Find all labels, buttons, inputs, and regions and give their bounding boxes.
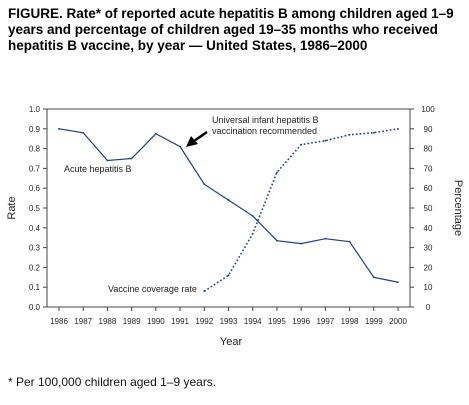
x-tick-label: 1991 xyxy=(171,317,189,326)
right-tick-label: 60 xyxy=(424,184,433,193)
right-tick-label: 30 xyxy=(424,244,433,253)
hepatitis-rate-point xyxy=(251,215,254,217)
left-axis-ticks: 0.0 0.1 0.2 0.3 0.4 0.5 0.6 0.7 0.8 0.9 1.0 xyxy=(29,105,47,312)
annotation-arrowhead xyxy=(186,136,198,147)
right-tick-label: 100 xyxy=(421,105,435,114)
series-label-vaccine: Vaccine coverage rate xyxy=(108,284,197,294)
plot-border xyxy=(46,108,411,308)
left-tick-label: 0.4 xyxy=(29,224,41,233)
hepatitis-rate-line xyxy=(58,128,399,283)
x-tick-label: 1998 xyxy=(341,317,359,326)
right-axis-label: Percentage xyxy=(452,180,464,236)
vaccine-coverage-point xyxy=(300,143,303,146)
right-tick-label: 0 xyxy=(426,303,431,312)
right-tick-label: 80 xyxy=(424,145,433,154)
x-tick-label: 1997 xyxy=(316,317,334,326)
line-chart: 0.0 0.1 0.2 0.3 0.4 0.5 0.6 0.7 0.8 0.9 1.0 0 10 20 3… xyxy=(6,105,464,348)
x-tick-label: 1993 xyxy=(220,317,238,326)
plot-frame xyxy=(46,108,411,308)
series-layer xyxy=(58,127,399,293)
right-tick-label: 90 xyxy=(424,125,433,134)
left-tick-label: 0.6 xyxy=(29,184,41,193)
hepatitis-rate-point xyxy=(179,145,181,148)
left-tick-label: 1.0 xyxy=(29,105,41,114)
left-tick-label: 0.0 xyxy=(29,303,41,312)
annotation-line-2: vaccination recommended xyxy=(212,126,317,136)
left-tick-label: 0.2 xyxy=(29,263,41,272)
vaccine-coverage-point xyxy=(324,139,327,142)
hepatitis-rate-point xyxy=(300,242,303,245)
x-tick-label: 1986 xyxy=(50,317,68,326)
right-tick-label: 70 xyxy=(424,164,433,173)
x-axis-label: Year xyxy=(220,336,243,348)
x-tick-label: 1995 xyxy=(268,317,286,326)
hepatitis-rate-point xyxy=(82,131,85,134)
vaccine-coverage-point xyxy=(397,127,399,130)
x-axis-ticks: 1986 1987 1988 1989 1990 1991 1992 1993 1994 1995… xyxy=(50,307,407,326)
vaccine-coverage-point xyxy=(276,171,278,174)
annotation-line-1: Universal infant hepatitis B xyxy=(212,115,319,125)
left-axis-label: Rate xyxy=(6,196,18,219)
chart-title: FIGURE. Rate* of reported acute hepatiti… xyxy=(8,6,454,53)
footnote: * Per 100,000 children aged 1–9 years. xyxy=(8,375,217,389)
right-tick-label: 50 xyxy=(424,204,433,213)
vaccine-coverage-line xyxy=(203,128,399,292)
x-tick-label: 1999 xyxy=(365,317,383,326)
hepatitis-rate-point xyxy=(348,240,351,243)
hepatitis-rate-point xyxy=(227,199,230,201)
vaccine-coverage-point xyxy=(227,274,230,277)
x-tick-label: 1987 xyxy=(74,317,92,326)
hepatitis-rate-point xyxy=(106,159,109,162)
vaccine-coverage-point xyxy=(348,133,351,136)
vaccine-coverage-point xyxy=(251,232,254,235)
vaccine-coverage-point xyxy=(203,290,206,293)
right-axis-ticks: 0 10 20 30 40 50 60 70 80 90 100 xyxy=(410,105,435,312)
right-tick-label: 20 xyxy=(424,263,433,272)
vaccination-annotation: Universal infant hepatitis B vaccination… xyxy=(186,115,319,147)
hepatitis-rate-point xyxy=(397,281,399,284)
x-tick-label: 1992 xyxy=(195,317,213,326)
series-label-hepatitis: Acute hepatitis B xyxy=(64,164,132,174)
x-tick-label: 1990 xyxy=(147,317,165,326)
left-tick-label: 0.9 xyxy=(29,125,41,134)
hepatitis-rate-point xyxy=(154,132,157,135)
left-tick-label: 0.1 xyxy=(29,283,41,292)
vaccine-coverage-point xyxy=(372,131,375,134)
hepatitis-rate-point xyxy=(324,237,327,240)
label-layer: Acute hepatitis B Vaccine coverage rate xyxy=(64,164,197,294)
left-tick-label: 0.8 xyxy=(29,145,41,154)
x-tick-label: 1994 xyxy=(244,317,262,326)
x-tick-label: 1988 xyxy=(99,317,117,326)
left-tick-label: 0.5 xyxy=(29,204,41,213)
right-tick-label: 40 xyxy=(424,224,433,233)
left-tick-label: 0.7 xyxy=(29,164,41,173)
x-tick-label: 2000 xyxy=(389,317,407,326)
x-tick-label: 1996 xyxy=(292,317,310,326)
hepatitis-rate-point xyxy=(58,127,60,130)
hepatitis-rate-point xyxy=(130,157,133,160)
hepatitis-rate-point xyxy=(372,276,375,279)
annotation-arrow xyxy=(193,130,208,143)
left-tick-label: 0.3 xyxy=(29,244,41,253)
hepatitis-rate-point xyxy=(276,239,278,242)
hepatitis-rate-point xyxy=(203,183,206,186)
x-tick-label: 1989 xyxy=(123,317,141,326)
right-tick-label: 10 xyxy=(424,283,433,292)
